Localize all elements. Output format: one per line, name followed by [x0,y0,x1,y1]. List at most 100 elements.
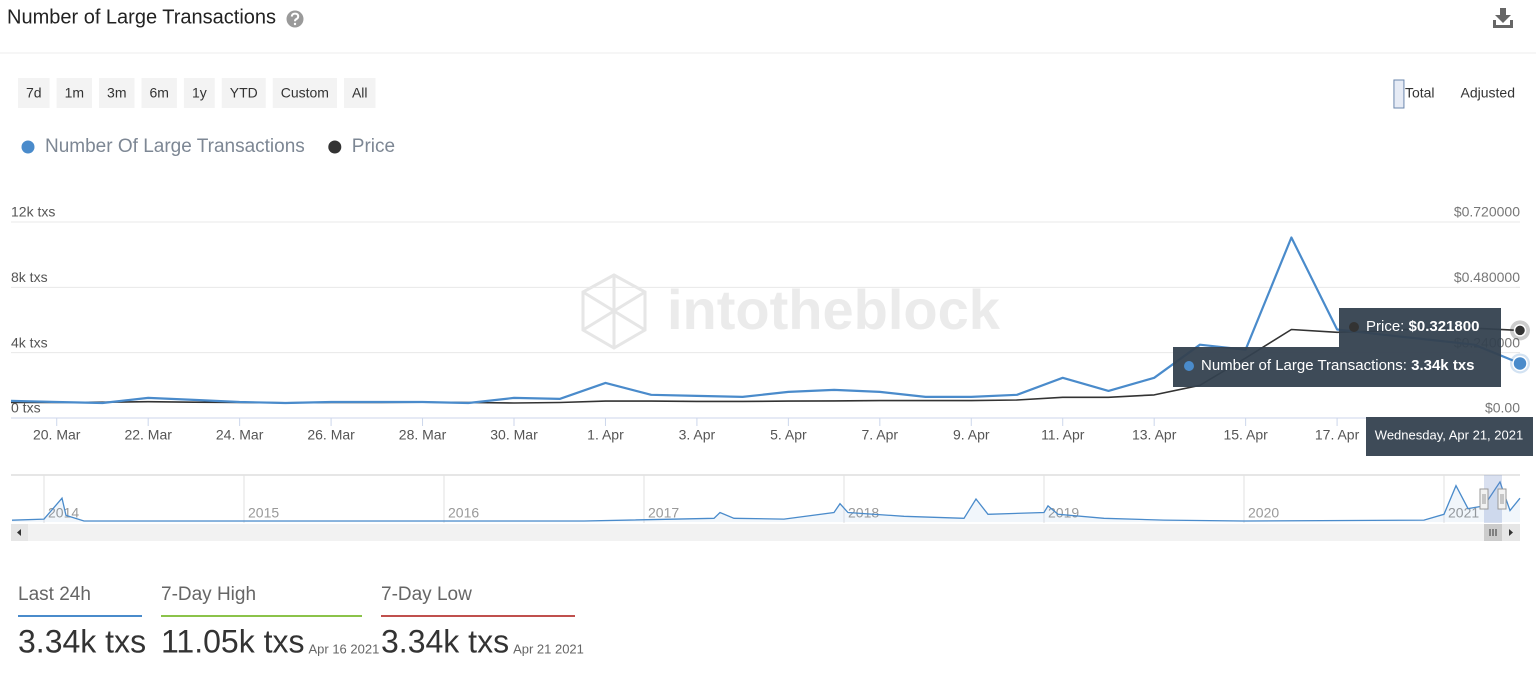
range-button[interactable]: YTD [221,78,266,108]
stat-label: Last 24h [18,584,91,605]
series-line [10,236,1521,405]
legend-marker[interactable] [328,140,342,154]
count-tooltip-text-part: Number of Large Transactions: [1201,357,1411,374]
range-button-bg [141,78,177,108]
mode-button-label: Total [1405,85,1435,101]
legend-label[interactable]: Price [352,136,395,157]
help-icon[interactable] [286,10,304,28]
stat-date: Apr 21 2021 [513,641,584,656]
y2-tick-label: $0.00 [1485,400,1520,416]
range-button[interactable]: Custom [272,78,337,108]
stat-value: 3.34k txs [18,623,146,659]
x-tick-label: 7. Apr [862,427,899,443]
price-tooltip [1339,308,1501,347]
navigator-line [11,480,1521,522]
range-button-label: 7d [26,85,42,101]
range-button-bg [221,78,266,108]
navigator-tick-label: 2019 [1048,505,1079,521]
navigator-handle[interactable] [1497,488,1507,510]
watermark-logo [581,273,647,350]
scrollbar-grip [1489,529,1497,536]
range-button-bg [343,78,376,108]
range-button-bg [56,78,93,108]
range-button-label: 3m [107,85,126,101]
stat-underline [381,615,575,617]
navigator-area [12,481,1520,522]
hover-point [1512,355,1528,372]
x-tick-label: 9. Apr [953,427,990,443]
range-button[interactable]: 1m [56,78,93,108]
count-tooltip-text-part: 3.34k txs [1411,357,1474,374]
legend-marker[interactable] [21,140,35,154]
range-button-label: 6m [149,85,168,101]
navigator-tick-label: 2020 [1248,505,1279,521]
scrollbar-right-arrow [1509,529,1513,536]
price-tooltip-text-dot [1349,322,1359,332]
x-tick-label: 3. Apr [679,427,716,443]
stat-date: Apr 16 2021 [308,641,379,656]
range-button[interactable]: 6m [141,78,177,108]
stat-label: 7-Day High [161,584,256,605]
navigator-tick-label: 2016 [448,505,479,521]
navigator-tick-label: 2018 [848,505,879,521]
mode-button-label: Adjusted [1461,85,1515,101]
x-tick-label: 5. Apr [770,427,807,443]
y2-tick-label: $0.480000 [1454,269,1520,285]
navigator-tick-label: 2021 [1448,505,1479,521]
range-button-label: 1m [65,85,84,101]
watermark: intotheblock [667,278,1001,341]
navigator-handle-grip [1500,494,1504,504]
x-tick-label: 24. Mar [216,427,264,443]
mode-button-bg [1449,80,1460,108]
y-tick-label: 8k txs [11,269,48,285]
range-button-bg [183,78,215,108]
legend-label[interactable]: Number Of Large Transactions [45,136,305,157]
range-button-label: YTD [230,85,258,101]
x-tick-label: 28. Mar [399,427,447,443]
mode-button[interactable]: Total [1393,79,1435,109]
x-tick-label: 30. Mar [490,427,538,443]
count-tooltip-text: Number of Large Transactions: 3.34k txs [1201,357,1475,374]
navigator-tick-label: 2015 [248,505,279,521]
count-tooltip [1173,347,1501,387]
stat-value: 11.05k txs [161,623,304,659]
range-button-bg [99,78,135,108]
y-tick-label: 0 txs [11,400,41,416]
mode-button-bg [1393,79,1405,109]
x-tick-label: 15. Apr [1223,427,1268,443]
mode-button[interactable]: Adjusted [1449,80,1515,108]
range-button-label: Custom [281,85,329,101]
price-tooltip-text-part: $0.321800 [1409,318,1480,335]
navigator-window[interactable] [1484,475,1502,523]
x-tick-label: 22. Mar [124,427,172,443]
hover-point [1513,324,1527,337]
range-button[interactable]: 7d [18,78,50,108]
y-tick-label: 4k txs [11,334,48,350]
navigator-handle-grip [1482,494,1486,504]
range-button[interactable]: 3m [99,78,135,108]
stat-value: 3.34k txs [381,623,509,659]
navigator-handle[interactable] [1479,488,1489,510]
scrollbar-left-arrow [17,529,21,536]
x-tick-label: 17. Apr [1315,427,1360,443]
page-title: Number of Large Transactions [7,6,276,28]
range-button[interactable]: 1y [183,78,215,108]
date-tooltip-text: Wednesday, Apr 21, 2021 [1375,427,1523,442]
y2-tick-label: $0.720000 [1454,204,1520,220]
price-tooltip-text: Price: $0.321800 [1366,318,1479,335]
price-tooltip-text-part: Price: [1366,318,1409,335]
range-button-bg [272,78,337,108]
x-tick-label: 11. Apr [1041,427,1085,443]
stat-underline [18,615,142,617]
scrollbar-track [11,524,1520,541]
download-icon[interactable] [1493,8,1513,28]
x-tick-label: 26. Mar [307,427,355,443]
x-tick-label: 1. Apr [587,427,624,443]
range-button-label: 1y [192,85,207,101]
range-button-bg [18,78,50,108]
stat-label: 7-Day Low [381,584,472,605]
range-button[interactable]: All [343,78,376,108]
stat-underline [161,615,362,617]
